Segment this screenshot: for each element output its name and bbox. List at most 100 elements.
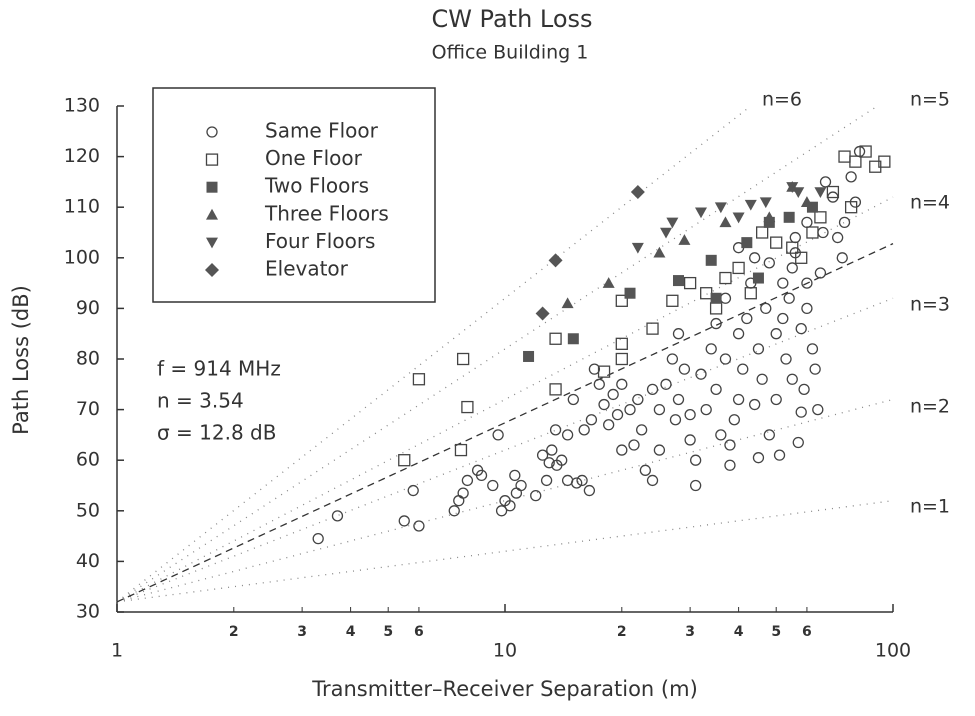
point	[859, 145, 872, 158]
y-axis-label: Path Loss (dB)	[9, 285, 33, 435]
point	[666, 217, 679, 229]
point	[826, 185, 840, 199]
x-minor-tick-label: 4	[346, 624, 356, 640]
point	[523, 350, 535, 362]
point	[819, 176, 832, 188]
y-tick-label: 100	[64, 246, 100, 268]
point	[678, 363, 691, 375]
point	[646, 383, 659, 396]
point	[744, 199, 757, 211]
point	[578, 424, 590, 436]
point	[535, 306, 550, 321]
point	[456, 352, 470, 366]
reference-line	[116, 500, 894, 603]
point	[632, 393, 644, 406]
legend-label: One Floor	[265, 146, 363, 170]
legend-label: Elevator	[265, 257, 349, 281]
point	[628, 439, 640, 451]
x-minor-tick-label: 2	[617, 624, 627, 640]
point	[806, 343, 819, 355]
point	[709, 302, 723, 315]
point	[770, 236, 783, 249]
point	[705, 343, 717, 355]
point	[602, 277, 615, 288]
legend-label: Three Floors	[264, 201, 389, 225]
point	[719, 271, 732, 285]
point	[653, 444, 666, 456]
point	[710, 383, 722, 396]
point	[732, 328, 745, 340]
point	[206, 237, 218, 249]
y-tick-label: 130	[64, 95, 100, 117]
point	[792, 187, 805, 199]
point	[205, 153, 219, 166]
reference-label: n=5	[910, 89, 950, 111]
point	[660, 378, 672, 390]
point	[413, 520, 425, 532]
point	[646, 474, 659, 487]
point	[312, 532, 324, 545]
point	[763, 257, 775, 269]
point	[795, 322, 807, 335]
point	[607, 388, 619, 401]
point	[585, 414, 598, 426]
point	[660, 227, 673, 239]
point	[689, 479, 702, 492]
point	[683, 276, 697, 290]
point	[492, 429, 504, 441]
point	[760, 302, 772, 315]
point	[777, 277, 789, 289]
point	[398, 454, 411, 467]
y-tick-label: 30	[76, 601, 100, 623]
x-axis-label: Transmitter–Receiver Separation (m)	[311, 677, 698, 701]
point	[593, 378, 605, 390]
point	[206, 181, 218, 193]
x-tick-label: 100	[875, 640, 911, 662]
point	[786, 373, 798, 385]
point	[763, 211, 776, 223]
point	[630, 185, 645, 200]
point	[849, 155, 862, 168]
point	[672, 393, 685, 406]
point	[457, 487, 469, 499]
point	[583, 484, 596, 497]
point	[814, 211, 827, 224]
point	[549, 383, 562, 396]
point	[631, 242, 644, 254]
x-minor-tick-label: 6	[414, 624, 424, 640]
point	[710, 317, 722, 330]
point	[549, 332, 562, 345]
x-minor-tick-label: 3	[685, 624, 695, 640]
point	[453, 495, 465, 507]
point	[770, 393, 782, 406]
x-minor-tick-label: 3	[297, 624, 307, 640]
point	[719, 353, 732, 365]
point	[561, 429, 574, 441]
point	[515, 479, 527, 492]
annotation: f = 914 MHz	[157, 357, 281, 381]
point	[801, 277, 813, 289]
reference-line	[116, 105, 752, 603]
point	[615, 337, 628, 350]
point	[710, 292, 722, 304]
point	[715, 429, 727, 441]
y-tick-label: 70	[76, 398, 100, 420]
point	[817, 226, 829, 239]
point	[795, 251, 808, 264]
reference-label: n=2	[910, 396, 950, 418]
point	[536, 449, 549, 461]
point	[540, 474, 553, 487]
point	[752, 272, 764, 284]
point	[741, 312, 753, 325]
point	[653, 246, 666, 258]
point	[705, 254, 717, 266]
point	[694, 207, 707, 219]
point	[695, 368, 707, 380]
reference-line	[116, 398, 894, 603]
point	[475, 469, 488, 482]
point	[666, 353, 679, 365]
point	[773, 449, 786, 461]
point	[700, 403, 712, 416]
point	[597, 365, 611, 378]
chart-subtitle: Office Building 1	[432, 42, 589, 64]
